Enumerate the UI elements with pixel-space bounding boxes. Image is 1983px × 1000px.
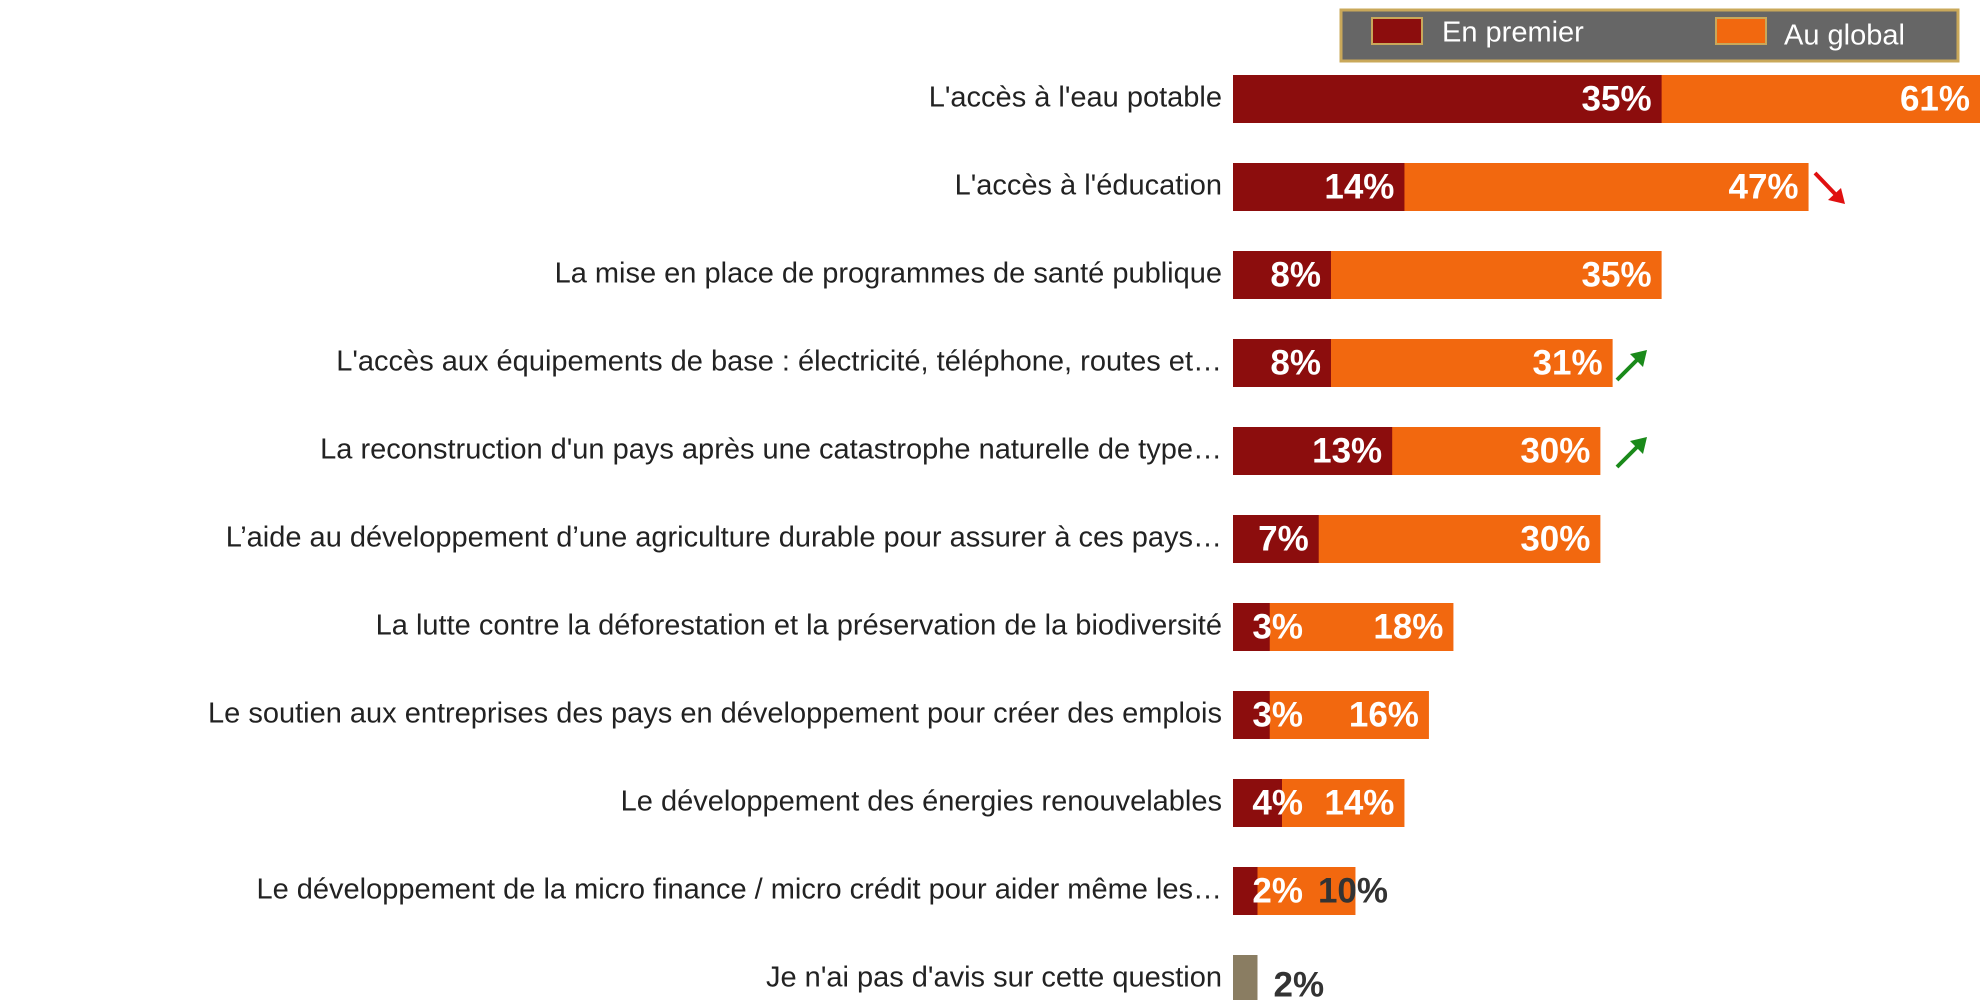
value-label: 18%: [1373, 607, 1443, 646]
trend-arrow-head: [1630, 437, 1647, 454]
category-label: Le soutien aux entreprises des pays en d…: [208, 698, 1222, 730]
category-label: Le développement de la micro finance / m…: [256, 874, 1222, 906]
value-label: 30%: [1520, 519, 1590, 558]
legend-label: Au global: [1784, 20, 1905, 52]
trend-arrow-head: [1630, 350, 1647, 367]
value-label: 3%: [1252, 607, 1303, 646]
category-label: L'accès à l'éducation: [955, 170, 1222, 202]
bar: [1233, 163, 1405, 211]
category-label: L’aide au développement d’une agricultur…: [226, 522, 1222, 554]
value-label: 4%: [1252, 783, 1303, 822]
value-label: 2%: [1273, 965, 1324, 1000]
bar: [1233, 75, 1662, 123]
legend-swatch: [1715, 17, 1767, 45]
trend-arrow-head: [1828, 188, 1845, 204]
category-label: L'accès à l'eau potable: [929, 82, 1222, 114]
value-label: 10%: [1318, 871, 1388, 910]
value-label: 3%: [1252, 695, 1303, 734]
bar: [1233, 251, 1331, 299]
value-label: 35%: [1582, 255, 1652, 294]
category-label: Le développement des énergies renouvelab…: [621, 786, 1222, 818]
legend-label: En premier: [1442, 17, 1584, 49]
trend-arrow: [1615, 442, 1642, 469]
trend-arrows: [1615, 171, 1845, 469]
bar: [1233, 339, 1331, 387]
value-label: 8%: [1270, 255, 1321, 294]
legend: En premier Au global: [1339, 8, 1960, 63]
value-label: 2%: [1252, 871, 1303, 910]
bar: [1233, 779, 1282, 827]
value-label: 13%: [1312, 431, 1382, 470]
category-label: La lutte contre la déforestation et la p…: [376, 610, 1222, 642]
value-label: 61%: [1900, 79, 1970, 118]
trend-arrow: [1615, 355, 1642, 382]
value-label: 16%: [1349, 695, 1419, 734]
value-label: 8%: [1270, 343, 1321, 382]
bar: [1233, 603, 1270, 651]
bar: [1233, 867, 1258, 915]
legend-box: [1339, 8, 1960, 63]
bar: [1233, 691, 1270, 739]
value-label: 35%: [1582, 79, 1652, 118]
trend-arrow: [1813, 171, 1840, 199]
category-label: La reconstruction d'un pays après une ca…: [320, 434, 1222, 466]
value-label: 14%: [1324, 783, 1394, 822]
value-label: 31%: [1533, 343, 1603, 382]
bar: [1233, 955, 1258, 1000]
category-label: Je n'ai pas d'avis sur cette question: [766, 962, 1222, 994]
category-label: L'accès aux équipements de base : électr…: [336, 346, 1222, 378]
category-label: La mise en place de programmes de santé …: [555, 258, 1222, 290]
bar: [1233, 515, 1319, 563]
value-label: 47%: [1728, 167, 1798, 206]
value-label: 7%: [1258, 519, 1309, 558]
value-label: 14%: [1324, 167, 1394, 206]
value-label: 30%: [1520, 431, 1590, 470]
legend-swatch: [1371, 17, 1423, 45]
bar: [1233, 427, 1393, 475]
